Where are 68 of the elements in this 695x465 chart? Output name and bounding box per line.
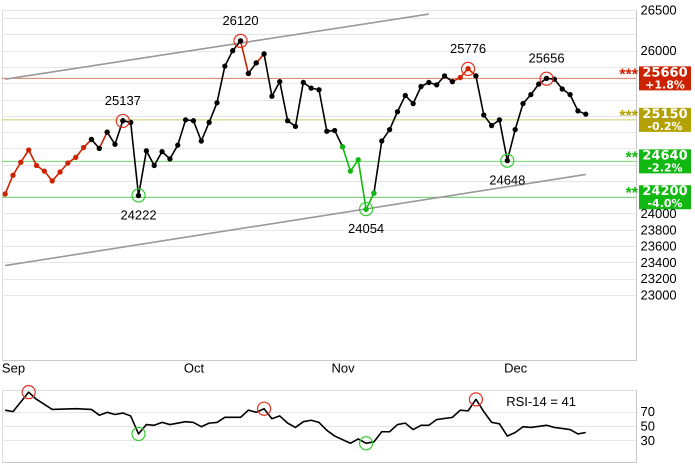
point — [358, 436, 374, 450]
point — [190, 118, 196, 124]
x-tick-label: Sep — [2, 360, 26, 376]
data-label: 25137 — [104, 92, 141, 108]
point — [65, 160, 71, 166]
point — [167, 156, 173, 162]
point — [131, 188, 146, 203]
x-tick-label: Nov — [331, 360, 356, 376]
point — [112, 142, 118, 147]
point — [358, 202, 374, 216]
y-tick-label: 30 — [640, 432, 655, 448]
y-tick-label: 23600 — [640, 238, 677, 254]
y-tick-label: 26500 — [640, 2, 677, 18]
point — [50, 178, 55, 184]
y-tick-label: 23000 — [640, 287, 677, 302]
line-series — [4, 391, 587, 444]
data-label: 24054 — [348, 221, 384, 236]
point — [152, 162, 157, 168]
point — [386, 127, 392, 132]
point — [442, 73, 448, 79]
point — [214, 100, 220, 106]
point — [468, 392, 484, 406]
y-tick-label: 23800 — [640, 222, 677, 238]
point — [10, 172, 16, 178]
point — [182, 117, 188, 123]
annotation: RSI-14 = 41 — [506, 394, 576, 409]
point — [175, 142, 180, 148]
x-tick-label: Dec — [504, 360, 528, 376]
point — [198, 138, 204, 144]
data-label: 26120 — [222, 12, 259, 28]
data-label: 25656 — [528, 50, 565, 66]
point — [18, 160, 24, 165]
point — [222, 64, 228, 69]
point — [458, 74, 463, 80]
point — [131, 426, 146, 442]
y-tick-label: 70 — [640, 404, 655, 420]
point — [144, 148, 150, 154]
y-tick-label: 23200 — [640, 271, 677, 286]
point — [73, 154, 78, 160]
point — [230, 48, 236, 54]
point — [159, 148, 165, 154]
point — [410, 100, 416, 106]
point — [2, 191, 8, 197]
point — [418, 84, 424, 90]
data-label: 24648 — [489, 172, 526, 188]
point — [379, 138, 384, 144]
point — [460, 62, 476, 76]
point — [402, 92, 408, 98]
data-label: 24222 — [120, 207, 157, 222]
point — [80, 144, 86, 150]
point — [26, 147, 32, 153]
y-tick-label: 50 — [640, 418, 655, 434]
point — [426, 80, 432, 86]
point — [57, 169, 63, 175]
point — [206, 120, 212, 125]
point — [42, 168, 48, 174]
point — [348, 168, 354, 174]
point — [116, 114, 130, 128]
point — [394, 109, 400, 114]
point — [434, 82, 440, 88]
point — [356, 157, 361, 162]
point — [256, 402, 272, 416]
x-tick-label: Oct — [184, 360, 204, 376]
y-tick-label: 23400 — [640, 254, 677, 270]
y-tick-label: 26000 — [640, 43, 677, 58]
point — [22, 385, 36, 400]
point — [34, 162, 40, 168]
data-label: 25776 — [450, 40, 486, 56]
